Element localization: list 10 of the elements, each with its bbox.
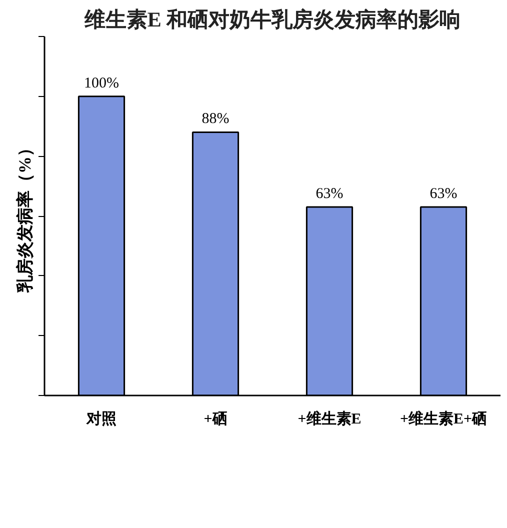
x-tick-label: +维生素E+硒	[400, 410, 488, 428]
data-label: 100%	[84, 75, 119, 92]
x-tick-label: +维生素E	[298, 410, 362, 428]
data-label: 63%	[316, 186, 344, 202]
data-label: 88%	[202, 111, 230, 128]
data-label: 63%	[430, 186, 458, 202]
x-tick-label: +硒	[204, 410, 228, 428]
chart-title: 维生素E 和硒对奶牛乳房炎发病率的影响	[83, 8, 461, 32]
x-tick-label: 对照	[86, 410, 116, 428]
y-axis-title: 乳房炎发病率（%）	[16, 140, 34, 294]
